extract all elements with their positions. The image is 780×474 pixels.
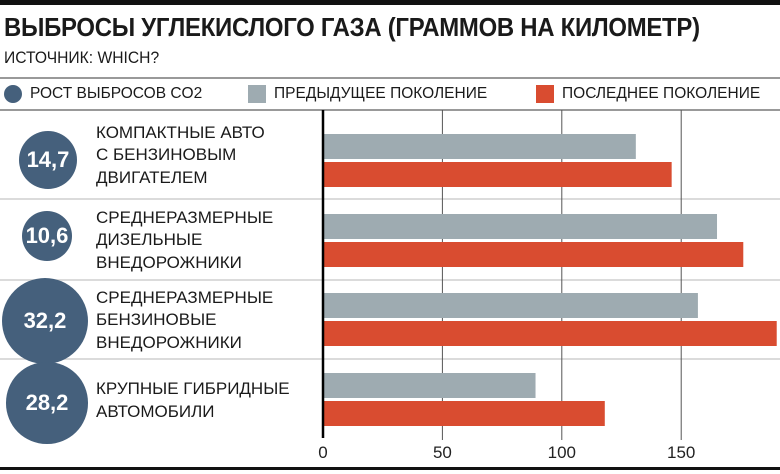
growth-bubble: 32,2 [1, 277, 89, 365]
bar-previous [323, 293, 698, 318]
chart-subtitle: ИСТОЧНИК: WHICH? [4, 48, 160, 67]
chart-title: ВЫБРОСЫ УГЛЕКИСЛОГО ГАЗА (ГРАММОВ НА КИЛ… [4, 12, 700, 42]
legend-swatch-previous [248, 85, 266, 103]
category-label: СРЕДНЕРАЗМЕРНЫЕ БЕНЗИНОВЫЕ ВНЕДОРОЖНИКИ [96, 287, 273, 355]
category-label-line: ВНЕДОРОЖНИКИ [96, 332, 242, 352]
top-rule [0, 0, 780, 5]
growth-value: 10,6 [25, 222, 69, 248]
category-label-line: ДВИГАТЕЛЕМ [96, 167, 208, 187]
divider [0, 77, 780, 79]
category-label-line: БЕНЗИНОВЫЕ [96, 310, 217, 330]
bar-previous [323, 373, 536, 398]
category-label-line: ДИЗЕЛЬНЫЕ [96, 230, 203, 250]
bar-previous [323, 214, 718, 239]
category-label: СРЕДНЕРАЗМЕРНЫЕ ДИЗЕЛЬНЫЕ ВНЕДОРОЖНИКИ [96, 207, 273, 275]
growth-bubble: 14,7 [18, 130, 78, 190]
x-tick-label: 0 [318, 443, 327, 462]
legend-item-previous: ПРЕДЫДУЩЕЕ ПОКОЛЕНИЕ [248, 85, 487, 103]
x-tick-label: 50 [433, 443, 452, 462]
bottom-rule [0, 467, 780, 470]
category-label-line: ВНЕДОРОЖНИКИ [96, 252, 242, 272]
category-label-line: КРУПНЫЕ ГИБРИДНЫЕ [96, 379, 290, 398]
growth-value: 32,2 [23, 307, 67, 333]
category-label: КОМПАКТНЫЕ АВТО С БЕНЗИНОВЫМ ДВИГАТЕЛЕМ [96, 122, 265, 190]
bar-latest [323, 162, 672, 187]
growth-bubble: 10,6 [22, 211, 72, 261]
legend-label: ПОСЛЕДНЕЕ ПОКОЛЕНИЕ [562, 85, 761, 102]
bar-latest [323, 401, 605, 426]
legend-label: ПРЕДЫДУЩЕЕ ПОКОЛЕНИЕ [274, 85, 488, 102]
category-label: КРУПНЫЕ ГИБРИДНЫЕ АВТОМОБИЛИ [96, 378, 290, 423]
legend-label: РОСТ ВЫБРОСОВ CO2 [30, 85, 203, 102]
category-label-line: КОМПАКТНЫЕ АВТО [96, 122, 265, 142]
bar-latest [323, 321, 777, 346]
category-label-line: СРЕДНЕРАЗМЕРНЫЕ [96, 287, 274, 307]
x-tick-label: 100 [548, 443, 576, 462]
legend-swatch-circle [4, 85, 22, 103]
divider [0, 109, 780, 111]
category-label-line: СРЕДНЕРАЗМЕРНЫЕ [96, 207, 274, 227]
x-tick-label: 150 [667, 443, 695, 462]
growth-value: 14,7 [26, 146, 70, 172]
legend-item-growth: РОСТ ВЫБРОСОВ CO2 [4, 85, 202, 103]
legend-swatch-latest [536, 85, 554, 103]
category-label-line: АВТОМОБИЛИ [96, 401, 215, 421]
legend-item-latest: ПОСЛЕДНЕЕ ПОКОЛЕНИЕ [536, 85, 760, 103]
growth-value: 28,2 [25, 389, 69, 415]
category-label-line: С БЕНЗИНОВЫМ [96, 145, 237, 165]
bar-latest [323, 242, 744, 267]
growth-bubble: 28,2 [6, 362, 88, 444]
bar-previous [323, 134, 636, 159]
